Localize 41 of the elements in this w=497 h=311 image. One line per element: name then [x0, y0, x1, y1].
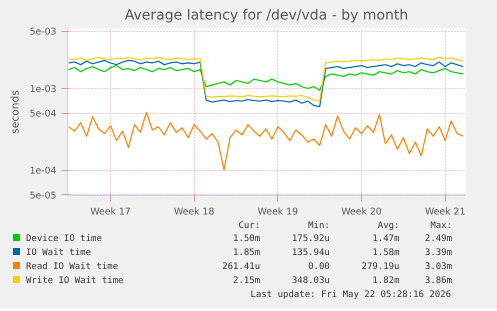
text: Max: — [429, 220, 452, 232]
text: 3.03m — [424, 261, 452, 274]
text: 175.92u — [290, 233, 330, 246]
x-tick-label: Week 20 — [341, 206, 382, 218]
x-tick-label: Week 19 — [258, 206, 298, 218]
legend-label: Write IO Wait time — [25, 275, 125, 288]
line-series — [68, 56, 464, 102]
legend-label: Read IO Wait time — [25, 261, 120, 274]
y-axis-title: seconds — [8, 90, 22, 134]
text: 1.82m — [371, 275, 400, 288]
text: 0.00 — [307, 261, 330, 274]
legend-label: Device IO time — [25, 233, 103, 246]
legend-label: IO Wait time — [25, 247, 92, 260]
chart-title: Average latency for /dev/vda - by month — [124, 8, 408, 24]
text: 2.49m — [424, 233, 452, 246]
text: 261.41u — [221, 261, 260, 274]
x-tick-label: Week 17 — [90, 206, 131, 218]
text: Min: — [307, 220, 330, 232]
text: 2.15m — [232, 275, 260, 288]
y-tick-label: 1e-03 — [30, 84, 57, 95]
text: 3.39m — [424, 247, 452, 260]
line-series — [68, 60, 464, 108]
text: 135.94u — [290, 247, 330, 260]
text: 279.19u — [360, 261, 400, 274]
text: 1.47m — [371, 233, 400, 246]
line-series — [68, 112, 464, 171]
text: 1.50m — [232, 233, 260, 246]
text: Cur: — [237, 220, 260, 232]
text: Avg: — [376, 220, 400, 232]
text: 1.58m — [371, 247, 400, 260]
y-tick-label: 5e-04 — [30, 108, 57, 120]
y-tick-label: 5e-03 — [30, 26, 57, 38]
text: 1.85m — [232, 247, 260, 260]
text: Last update: Fri May 22 05:28:16 2026 — [250, 289, 452, 302]
x-tick-label: Week 18 — [174, 206, 214, 218]
text: 348.03u — [290, 275, 330, 288]
x-tick-label: Week 21 — [424, 206, 466, 218]
text: 3.86m — [424, 275, 452, 288]
y-tick-label: 1e-04 — [30, 166, 57, 177]
y-tick-label: 5e-05 — [30, 190, 57, 202]
line-series — [68, 64, 464, 91]
